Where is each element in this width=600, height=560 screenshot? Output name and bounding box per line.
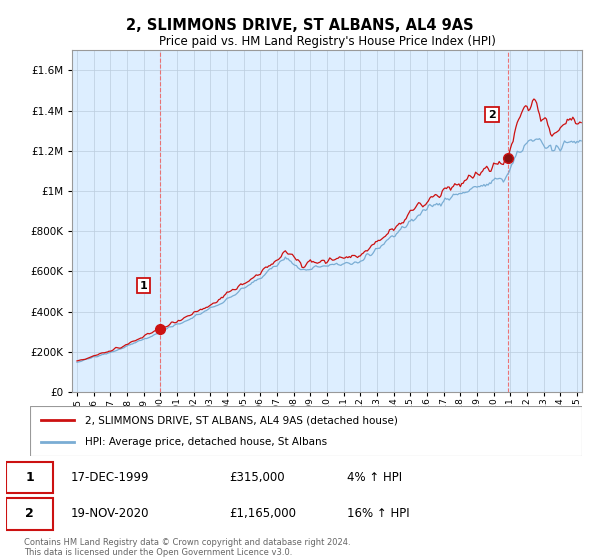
Text: £315,000: £315,000 bbox=[229, 471, 285, 484]
Text: 2: 2 bbox=[25, 507, 34, 520]
Text: £1,165,000: £1,165,000 bbox=[229, 507, 296, 520]
Text: HPI: Average price, detached house, St Albans: HPI: Average price, detached house, St A… bbox=[85, 437, 328, 447]
Text: 2: 2 bbox=[488, 110, 496, 120]
Text: 1: 1 bbox=[140, 281, 148, 291]
FancyBboxPatch shape bbox=[30, 406, 582, 456]
Text: 2, SLIMMONS DRIVE, ST ALBANS, AL4 9AS: 2, SLIMMONS DRIVE, ST ALBANS, AL4 9AS bbox=[126, 18, 474, 32]
Text: 17-DEC-1999: 17-DEC-1999 bbox=[71, 471, 149, 484]
Text: 16% ↑ HPI: 16% ↑ HPI bbox=[347, 507, 410, 520]
Title: Price paid vs. HM Land Registry's House Price Index (HPI): Price paid vs. HM Land Registry's House … bbox=[158, 35, 496, 48]
Text: 19-NOV-2020: 19-NOV-2020 bbox=[71, 507, 149, 520]
Text: Contains HM Land Registry data © Crown copyright and database right 2024.
This d: Contains HM Land Registry data © Crown c… bbox=[24, 538, 350, 557]
Text: 4% ↑ HPI: 4% ↑ HPI bbox=[347, 471, 402, 484]
Text: 1: 1 bbox=[25, 471, 34, 484]
FancyBboxPatch shape bbox=[6, 461, 53, 493]
Text: 2, SLIMMONS DRIVE, ST ALBANS, AL4 9AS (detached house): 2, SLIMMONS DRIVE, ST ALBANS, AL4 9AS (d… bbox=[85, 415, 398, 425]
FancyBboxPatch shape bbox=[6, 498, 53, 530]
